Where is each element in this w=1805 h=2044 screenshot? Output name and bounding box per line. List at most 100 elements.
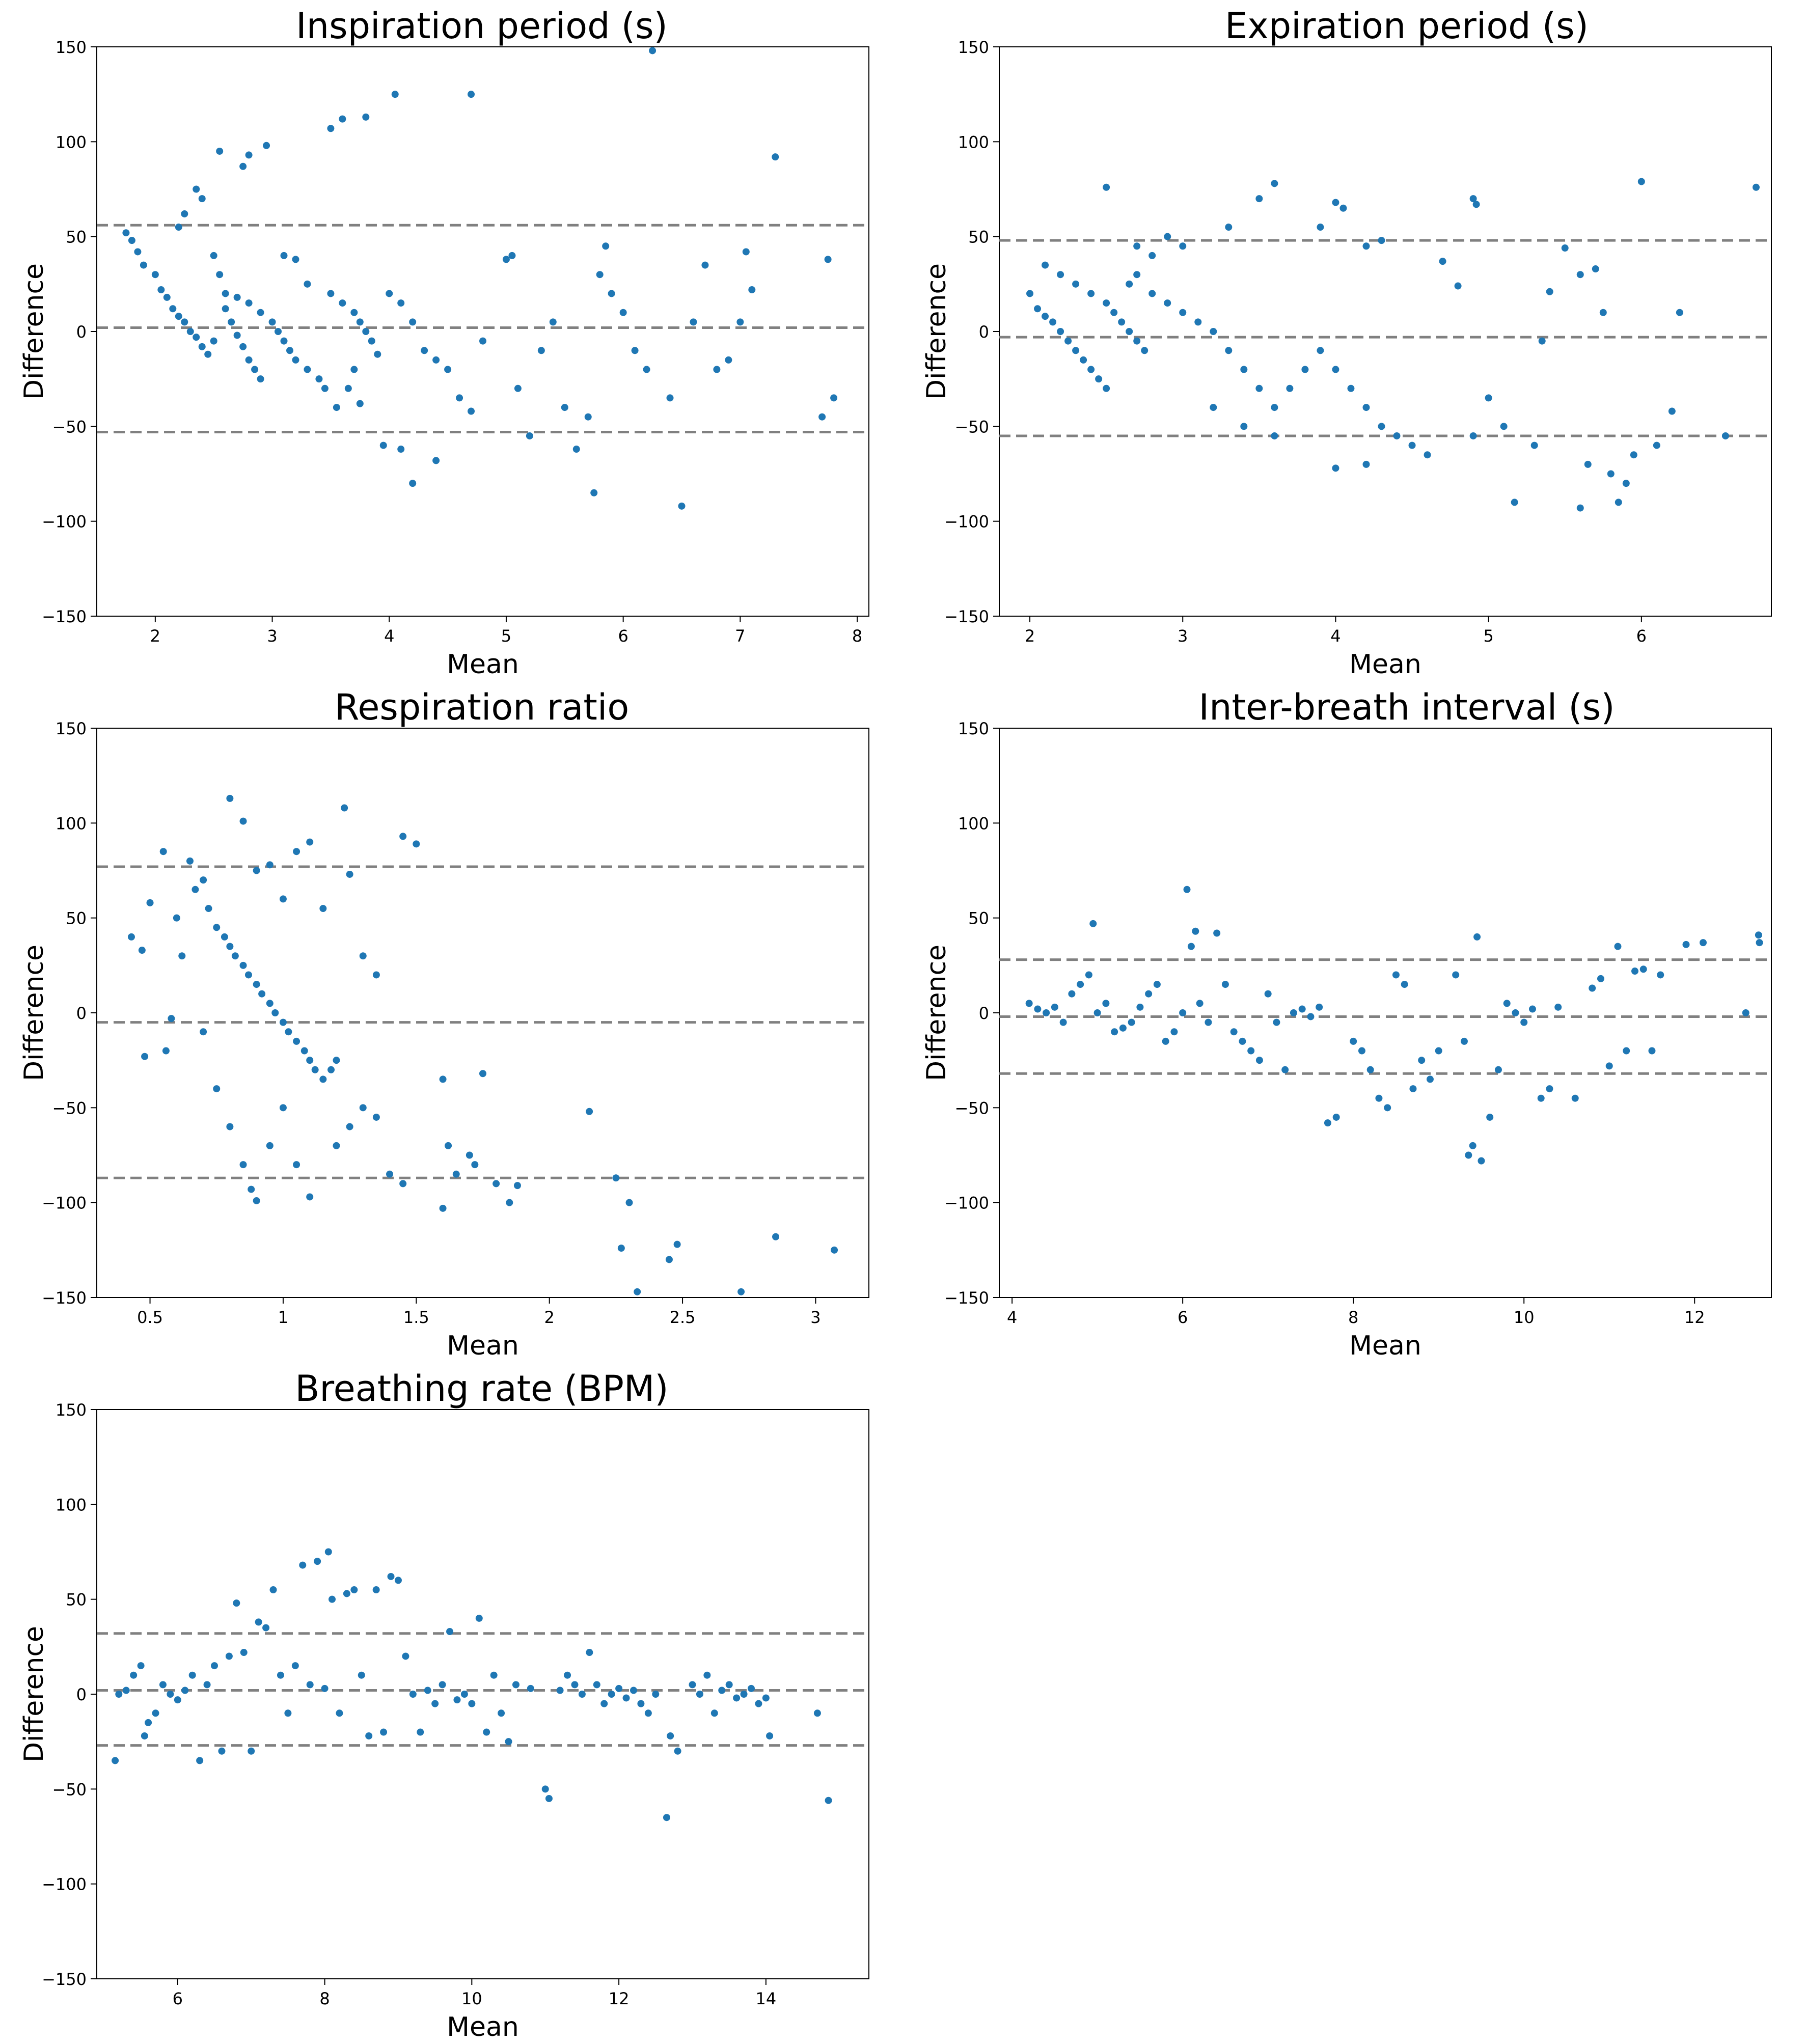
- data-point: [608, 290, 615, 297]
- data-point: [327, 125, 335, 132]
- data-point: [608, 1691, 615, 1698]
- axes-frame: [999, 46, 1772, 617]
- data-point: [269, 1586, 277, 1594]
- data-point: [245, 299, 253, 307]
- scatter-plot: −150 −100 −50 0 50 100 150 4 6 8 10 12 Mean Differenc…: [921, 719, 1772, 1361]
- data-point: [541, 1785, 549, 1793]
- data-point: [1648, 1047, 1656, 1055]
- data-point: [1057, 328, 1064, 335]
- data-point: [1103, 299, 1110, 307]
- data-point: [1118, 318, 1126, 326]
- axes-frame: [96, 46, 869, 617]
- data-point: [1607, 470, 1615, 478]
- data-point: [391, 91, 399, 98]
- data-point: [186, 857, 194, 865]
- data-point: [762, 1694, 770, 1702]
- data-point: [1080, 356, 1087, 364]
- data-point: [1362, 460, 1370, 468]
- chart-inspiration-period: Inspiration period (s) −150 −100 −50 0 50 100…: [0, 0, 902, 681]
- y-tick-label: −150: [42, 1288, 87, 1308]
- data-point: [262, 1624, 270, 1632]
- data-point: [319, 1075, 327, 1083]
- data-point: [409, 1691, 417, 1698]
- data-point: [1042, 313, 1049, 320]
- data-point: [339, 299, 346, 307]
- data-point: [1133, 337, 1141, 345]
- data-point: [1025, 1000, 1033, 1007]
- data-point: [362, 113, 370, 121]
- data-point: [1469, 432, 1477, 439]
- x-axis-label: Mean: [1349, 1331, 1421, 1361]
- data-point: [127, 933, 135, 941]
- data-point: [327, 1066, 335, 1073]
- data-point: [327, 290, 335, 297]
- data-point: [643, 366, 650, 373]
- data-point: [244, 971, 252, 979]
- data-point: [625, 1199, 633, 1206]
- data-point: [1210, 328, 1217, 335]
- data-point: [409, 318, 417, 326]
- data-point: [1148, 252, 1156, 259]
- data-point: [413, 840, 420, 848]
- data-point: [1615, 499, 1622, 506]
- data-point: [1317, 224, 1324, 231]
- data-point: [1221, 981, 1229, 988]
- data-point: [644, 1709, 652, 1717]
- data-point: [1469, 195, 1477, 203]
- data-point: [513, 1182, 521, 1190]
- data-point: [253, 867, 260, 874]
- y-tick-label: 100: [56, 814, 87, 833]
- data-point: [825, 1797, 832, 1804]
- y-tick-label: 100: [56, 132, 87, 152]
- data-point: [245, 356, 253, 364]
- data-point: [1064, 337, 1072, 345]
- data-point: [200, 876, 207, 884]
- data-point: [130, 1671, 138, 1679]
- data-point: [1196, 1000, 1204, 1007]
- data-point: [128, 237, 135, 244]
- x-tick-label: 6: [173, 1989, 183, 2008]
- data-point: [324, 1548, 332, 1556]
- data-point: [168, 1015, 175, 1023]
- data-point: [1530, 441, 1538, 449]
- data-point: [1148, 290, 1156, 297]
- data-point: [1408, 441, 1416, 449]
- data-point: [1614, 943, 1622, 950]
- data-point: [280, 252, 288, 259]
- x-tick-label: 12: [1684, 1308, 1705, 1327]
- data-point: [1128, 1018, 1135, 1026]
- data-point: [193, 334, 200, 341]
- data-point: [475, 1614, 483, 1622]
- data-point: [258, 990, 266, 998]
- y-tick-label: −50: [52, 1098, 87, 1118]
- data-point: [362, 328, 370, 335]
- y-tick-label: 50: [66, 1590, 87, 1610]
- data-point: [1316, 1003, 1323, 1011]
- data-point: [586, 1649, 593, 1656]
- data-point: [134, 248, 142, 256]
- data-point: [1347, 384, 1355, 392]
- x-tick-label: 7: [735, 626, 745, 646]
- scatter-points: [1026, 178, 1760, 512]
- data-point: [1512, 1009, 1519, 1016]
- data-point: [279, 895, 287, 903]
- data-point: [1179, 309, 1187, 316]
- data-point: [652, 1691, 660, 1698]
- data-point: [1057, 271, 1064, 279]
- data-point: [1170, 1028, 1178, 1036]
- data-point: [1225, 224, 1233, 231]
- x-tick-label: 6: [618, 626, 628, 646]
- data-point: [1273, 1018, 1280, 1026]
- data-point: [336, 1709, 343, 1717]
- data-point: [431, 1700, 439, 1707]
- data-point: [1485, 394, 1492, 402]
- data-point: [386, 290, 393, 297]
- data-point: [1042, 261, 1049, 269]
- x-tick-label: 2: [544, 1308, 555, 1327]
- data-point: [667, 1732, 674, 1739]
- data-point: [512, 1681, 519, 1689]
- data-point: [346, 1123, 353, 1130]
- data-point: [1194, 318, 1202, 326]
- data-point: [314, 1558, 321, 1565]
- data-point: [818, 413, 826, 421]
